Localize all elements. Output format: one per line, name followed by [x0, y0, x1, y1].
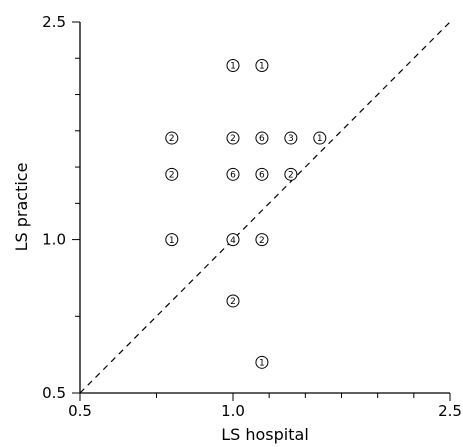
x-axis-title: LS hospital: [221, 425, 309, 444]
data-point-circle: [255, 233, 269, 247]
data-point: 6: [255, 167, 269, 181]
data-point: 1: [255, 355, 269, 369]
data-point: 3: [284, 131, 298, 145]
data-point-circle: [165, 167, 179, 181]
data-point: 1: [313, 131, 327, 145]
data-point: 2: [226, 294, 240, 308]
data-point-count: 2: [288, 171, 294, 181]
y-axis-title: LS practice: [12, 163, 31, 252]
data-point: 1: [255, 59, 269, 73]
data-point: 1: [226, 59, 240, 73]
data-point-circle: [165, 233, 179, 247]
data-point: 2: [226, 131, 240, 145]
data-point-circle: [226, 233, 240, 247]
data-points: 1 1 2 2 6 3 1 2 6 6 2 1 4 2 2 1: [165, 59, 327, 369]
y-tick-label: 1.0: [42, 231, 66, 249]
data-point: 2: [165, 131, 179, 145]
data-point: 2: [165, 167, 179, 181]
data-point-count: 3: [288, 134, 294, 144]
x-tick-label: 1.0: [221, 402, 245, 420]
data-point: 6: [255, 131, 269, 145]
identity-reference-line: [79, 21, 451, 394]
data-point: 1: [165, 233, 179, 247]
y-tick-label: 0.5: [42, 384, 66, 402]
data-point-count: 6: [259, 134, 265, 144]
data-point-circle: [255, 167, 269, 181]
data-point-count: 4: [230, 236, 236, 246]
data-point: 4: [226, 233, 240, 247]
data-point-circle: [284, 167, 298, 181]
data-point: 2: [255, 233, 269, 247]
data-point-circle: [226, 131, 240, 145]
data-point-circle: [284, 131, 298, 145]
data-point: 2: [284, 167, 298, 181]
data-point-circle: [255, 59, 269, 73]
data-point-circle: [313, 131, 327, 145]
data-point-circle: [226, 294, 240, 308]
axis-ticks: 0.5 1.0 2.5 0.5 1.0 2.5: [42, 13, 462, 420]
data-point-count: 2: [259, 236, 265, 246]
data-point-count: 2: [169, 134, 175, 144]
data-point-count: 6: [259, 171, 265, 181]
data-point-circle: [226, 59, 240, 73]
data-point: 6: [226, 167, 240, 181]
data-point-circle: [255, 355, 269, 369]
data-point-circle: [226, 167, 240, 181]
data-point-count: 2: [169, 171, 175, 181]
data-point-count: 1: [259, 359, 265, 369]
data-point-count: 2: [230, 134, 236, 144]
data-point-circle: [165, 131, 179, 145]
data-point-circle: [255, 131, 269, 145]
data-point-count: 1: [230, 62, 236, 72]
data-point-count: 2: [230, 297, 236, 307]
x-tick-label: 0.5: [68, 402, 92, 420]
x-tick-label: 2.5: [438, 402, 462, 420]
data-point-count: 1: [317, 134, 323, 144]
y-tick-label: 2.5: [42, 13, 66, 31]
data-point-count: 1: [169, 236, 175, 246]
data-point-count: 1: [259, 62, 265, 72]
data-point-count: 6: [230, 171, 236, 181]
